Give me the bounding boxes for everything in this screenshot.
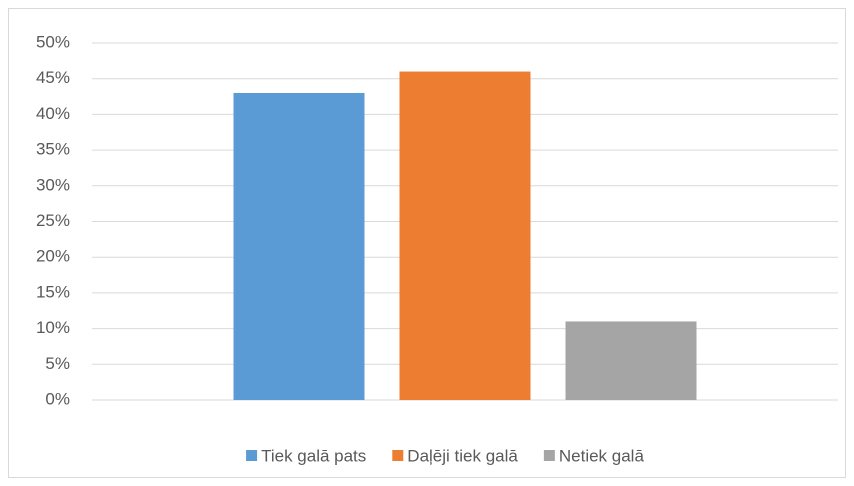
y-tick-label: 25% [36, 211, 70, 230]
y-tick-label: 30% [36, 175, 70, 194]
legend-label: Tiek galā pats [261, 446, 366, 465]
legend-swatch [246, 450, 258, 461]
y-tick-label: 20% [36, 247, 70, 266]
y-tick-label: 0% [45, 389, 70, 408]
y-tick-label: 10% [36, 318, 70, 337]
bar [233, 92, 365, 400]
legend-swatch [543, 450, 555, 461]
y-tick-label: 40% [36, 104, 70, 123]
y-tick-label: 35% [36, 140, 70, 159]
legend-label: Netiek galā [559, 446, 645, 465]
bar [399, 71, 531, 400]
y-tick-label: 50% [36, 32, 70, 51]
bar [565, 321, 697, 400]
y-tick-label: 15% [36, 282, 70, 301]
legend-swatch [392, 450, 404, 461]
y-tick-label: 5% [45, 354, 70, 373]
y-tick-label: 45% [36, 68, 70, 87]
legend-label: Daļēji tiek galā [407, 446, 518, 465]
